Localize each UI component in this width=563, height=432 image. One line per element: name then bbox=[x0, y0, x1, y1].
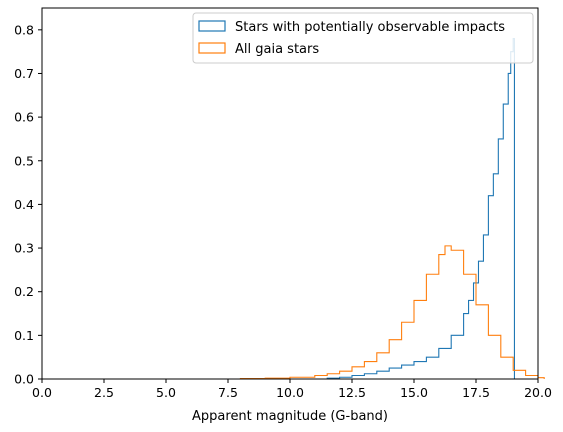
x-tick-label: 17.5 bbox=[462, 385, 490, 400]
x-tick-label: 10.0 bbox=[276, 385, 304, 400]
series-layer bbox=[228, 38, 545, 380]
y-tick-label: 0.8 bbox=[14, 22, 34, 37]
series-line-1 bbox=[228, 245, 545, 380]
ticks-layer: 0.0 2.5 5.0 7.5 10.0 12.5 15.0 17.5 20.0 0.0 0.1 0.… bbox=[14, 22, 552, 400]
y-tick-label: 0.0 bbox=[14, 372, 34, 387]
y-tick-label: 0.7 bbox=[14, 66, 34, 81]
x-tick-label: 5.0 bbox=[156, 385, 176, 400]
series-line-0 bbox=[314, 38, 515, 380]
y-tick-label: 0.4 bbox=[14, 197, 34, 212]
x-axis-label: Apparent magnitude (G-band) bbox=[192, 409, 388, 424]
legend: Stars with potentially observable impact… bbox=[192, 12, 534, 64]
x-tick-label: 7.5 bbox=[218, 385, 238, 400]
y-tick-label: 0.3 bbox=[14, 241, 34, 256]
x-tick-label: 20.0 bbox=[524, 385, 552, 400]
y-tick-label: 0.1 bbox=[14, 328, 34, 343]
legend-swatch-all bbox=[198, 42, 226, 54]
x-tick-label: 0.0 bbox=[32, 385, 52, 400]
y-tick-label: 0.6 bbox=[14, 110, 34, 125]
legend-label-impacts: Stars with potentially observable impact… bbox=[235, 20, 505, 35]
plot-area bbox=[228, 38, 545, 380]
y-tick-label: 0.2 bbox=[14, 284, 34, 299]
y-tick-label: 0.5 bbox=[14, 153, 34, 168]
legend-swatch-impacts bbox=[198, 20, 226, 32]
legend-label-all: All gaia stars bbox=[235, 42, 319, 57]
x-tick-label: 2.5 bbox=[94, 385, 114, 400]
x-tick-label: 12.5 bbox=[338, 385, 366, 400]
x-tick-label: 15.0 bbox=[400, 385, 428, 400]
legend-box bbox=[192, 12, 534, 64]
